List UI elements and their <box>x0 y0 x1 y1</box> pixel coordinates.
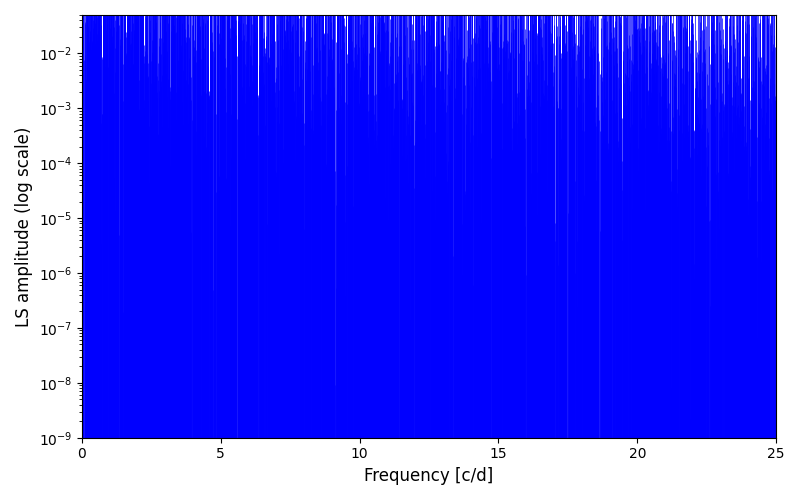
Y-axis label: LS amplitude (log scale): LS amplitude (log scale) <box>15 126 33 326</box>
X-axis label: Frequency [c/d]: Frequency [c/d] <box>364 467 494 485</box>
